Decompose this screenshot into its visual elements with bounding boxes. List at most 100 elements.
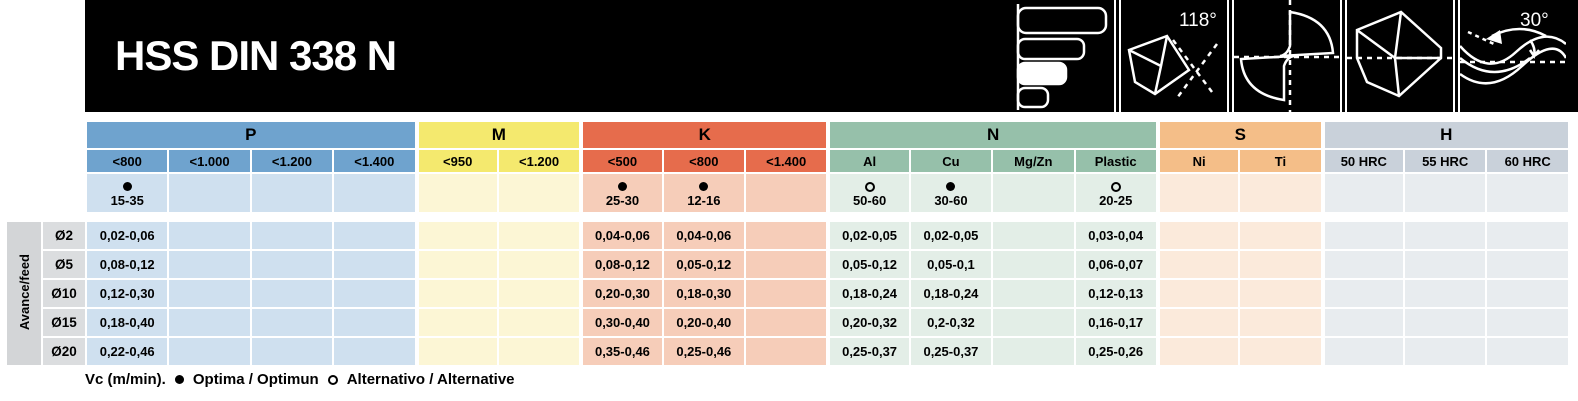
optima-marker-icon [122,182,132,192]
value-cell-K [746,280,827,307]
subheader-K-0: <500 [581,150,662,172]
value-cell-P [334,251,415,278]
table-gutter-blank [7,214,1568,220]
group-header-N: N [828,122,1156,148]
value-cell-N: 0,06-0,07 [1075,251,1156,278]
value-cell-H [1322,338,1403,365]
value-cell-N: 0,25-0,37 [910,338,992,365]
value-cell-M [416,251,497,278]
vc-cell-P [169,174,250,212]
value-cell-M [498,338,580,365]
value-cell-N [993,222,1074,249]
value-cell-M [498,222,580,249]
flute-cross-section-icon [1234,0,1340,112]
value-cell-H [1322,222,1403,249]
vc-cell-P [251,174,333,212]
vc-cell-M [498,174,580,212]
diameter-label: Ø20 [43,338,85,365]
value-cell-K: 0,25-0,46 [663,338,744,365]
table-gutter-blank [7,150,85,172]
diameter-label: Ø5 [43,251,85,278]
value-cell-N [993,251,1074,278]
value-cell-H [1405,222,1486,249]
value-cell-P [334,309,415,336]
value-cell-M [416,309,497,336]
legend-alternative-label: Alternativo / Alternative [346,371,515,388]
optima-marker-icon [946,182,956,192]
point-angle-icon: 118° [1121,0,1227,112]
value-cell-N: 0,02-0,05 [910,222,992,249]
value-cell-S [1157,338,1239,365]
alternative-marker-icon [1110,181,1121,192]
value-cell-P [334,222,415,249]
icon-separator [1114,0,1121,112]
icon-separator [1453,0,1460,112]
value-cell-M [416,280,497,307]
group-header-S: S [1157,122,1321,148]
value-cell-H [1405,251,1486,278]
subheader-N-3: Plastic [1075,150,1156,172]
value-cell-S [1240,309,1321,336]
value-cell-P: 0,18-0,40 [87,309,168,336]
vc-value: 50-60 [852,193,887,208]
value-cell-K: 0,30-0,40 [581,309,662,336]
value-cell-K [746,338,827,365]
value-cell-H [1322,251,1403,278]
value-cell-P [251,280,333,307]
vc-cell-N: 50-60 [828,174,909,212]
value-cell-N [993,309,1074,336]
value-cell-P [334,338,415,365]
alternative-marker-icon [864,181,875,192]
vc-cell-H [1487,174,1568,212]
helix-angle-icon: 30° [1460,0,1566,112]
vc-value: 20-25 [1099,193,1133,208]
value-cell-P [251,309,333,336]
value-cell-P [169,280,250,307]
vc-value: 25-30 [605,193,640,208]
value-cell-H [1405,280,1486,307]
value-cell-H [1487,309,1568,336]
group-header-K: K [581,122,827,148]
optima-marker-icon [174,375,184,384]
banner-icon-strip: 118° [1008,0,1578,112]
vc-cell-S [1157,174,1239,212]
value-cell-S [1240,222,1321,249]
value-cell-S [1157,222,1239,249]
icon-separator [1227,0,1234,112]
value-cell-P [169,251,250,278]
point-angle-label: 118° [1179,10,1217,31]
value-cell-P [251,338,333,365]
value-cell-N: 0,05-0,12 [828,251,909,278]
value-cell-N: 0,25-0,26 [1075,338,1156,365]
legend-optima-label: Optima / Optimun [192,371,319,388]
alternative-marker-icon [327,374,338,385]
vc-value: 12-16 [687,193,721,208]
value-cell-P [169,309,250,336]
vc-cell-S [1240,174,1321,212]
subheader-P-1: <1.000 [169,150,250,172]
value-cell-P: 0,12-0,30 [87,280,168,307]
cutting-parameters-table: P M K N S H <800 <1.000 <1.200 <1.400 <950 <1.200 <5… [5,120,1570,367]
vc-cell-K [746,174,827,212]
value-cell-P [169,338,250,365]
value-cell-N: 0,2-0,32 [910,309,992,336]
value-cell-N: 0,25-0,37 [828,338,909,365]
diameter-label: Ø10 [43,280,85,307]
subheader-N-2: Mg/Zn [993,150,1074,172]
value-cell-N: 0,20-0,32 [828,309,909,336]
vc-cell-P: 15-35 [87,174,168,212]
value-cell-K: 0,05-0,12 [663,251,744,278]
subheader-M-0: <950 [416,150,497,172]
optima-marker-icon [617,182,627,192]
value-cell-P [334,280,415,307]
value-cell-H [1322,309,1403,336]
size-range-bars-icon [1008,0,1114,112]
value-cell-M [498,251,580,278]
subheader-S-0: Ni [1157,150,1239,172]
group-header-H: H [1322,122,1568,148]
subheader-H-2: 60 HRC [1487,150,1568,172]
value-cell-P [169,222,250,249]
vc-cell-M [416,174,497,212]
value-cell-M [498,309,580,336]
value-cell-K: 0,35-0,46 [581,338,662,365]
